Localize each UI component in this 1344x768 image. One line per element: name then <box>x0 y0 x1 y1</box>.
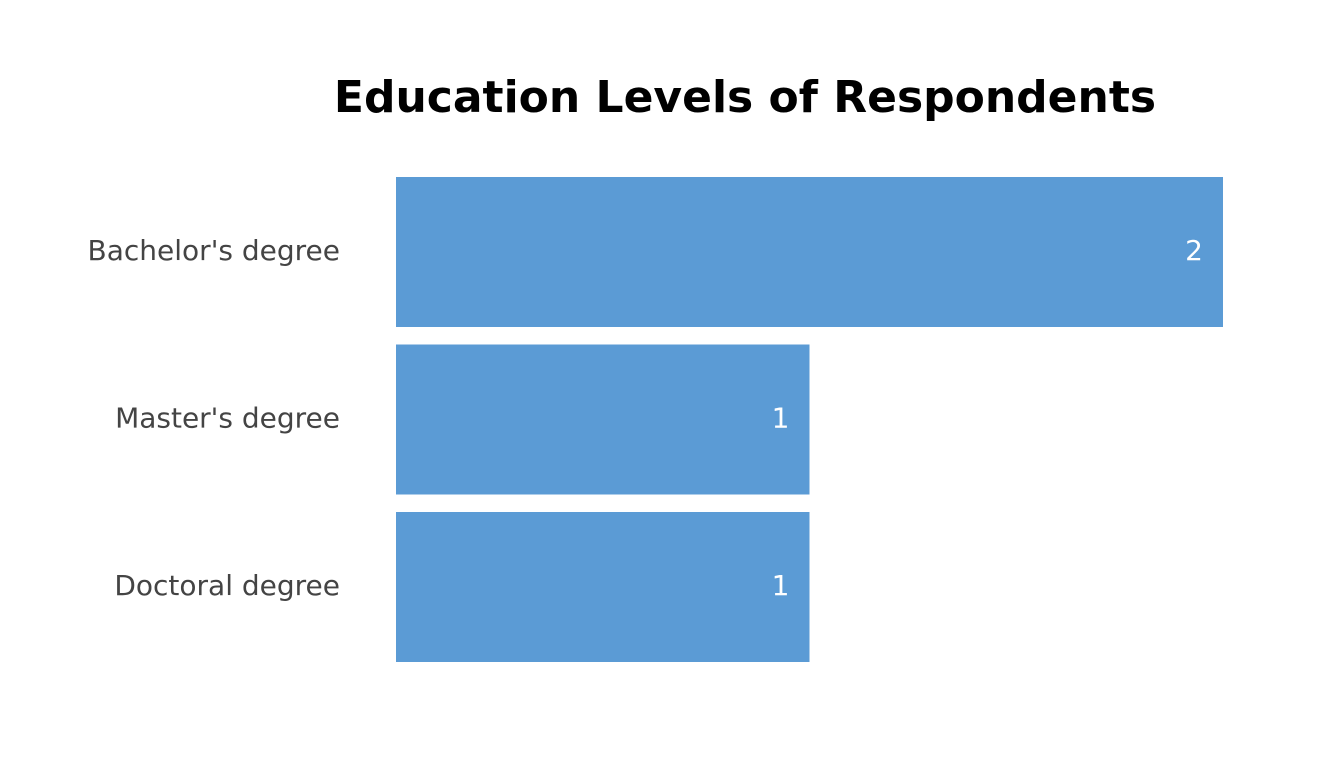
value-label: 1 <box>772 569 790 602</box>
category-label: Master's degree <box>115 402 340 435</box>
bar <box>396 344 810 495</box>
chart-title: Education Levels of Respondents <box>334 72 1156 123</box>
bar <box>396 177 1223 327</box>
value-label: 1 <box>772 402 790 435</box>
category-label: Bachelor's degree <box>88 234 340 267</box>
category-label: Doctoral degree <box>114 569 340 602</box>
value-label: 2 <box>1185 234 1203 267</box>
bar <box>396 512 810 662</box>
